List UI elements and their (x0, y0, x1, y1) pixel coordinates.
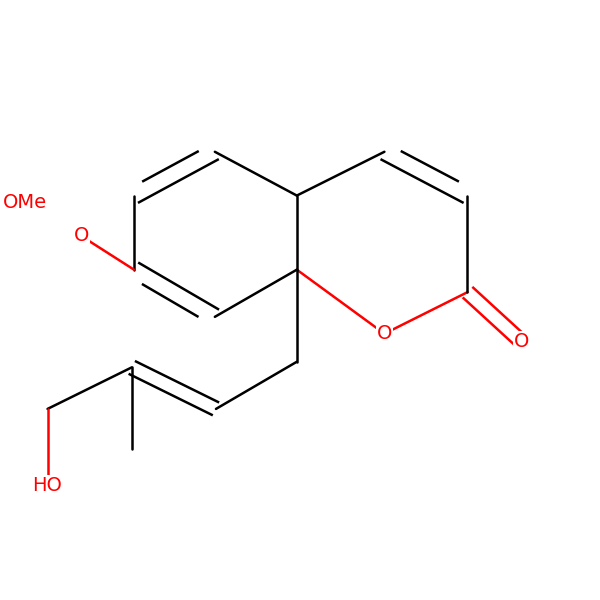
Text: O: O (377, 324, 392, 343)
Text: HO: HO (32, 476, 62, 495)
Text: OMe: OMe (3, 193, 47, 212)
Text: O: O (74, 226, 89, 245)
Text: O: O (514, 332, 529, 351)
